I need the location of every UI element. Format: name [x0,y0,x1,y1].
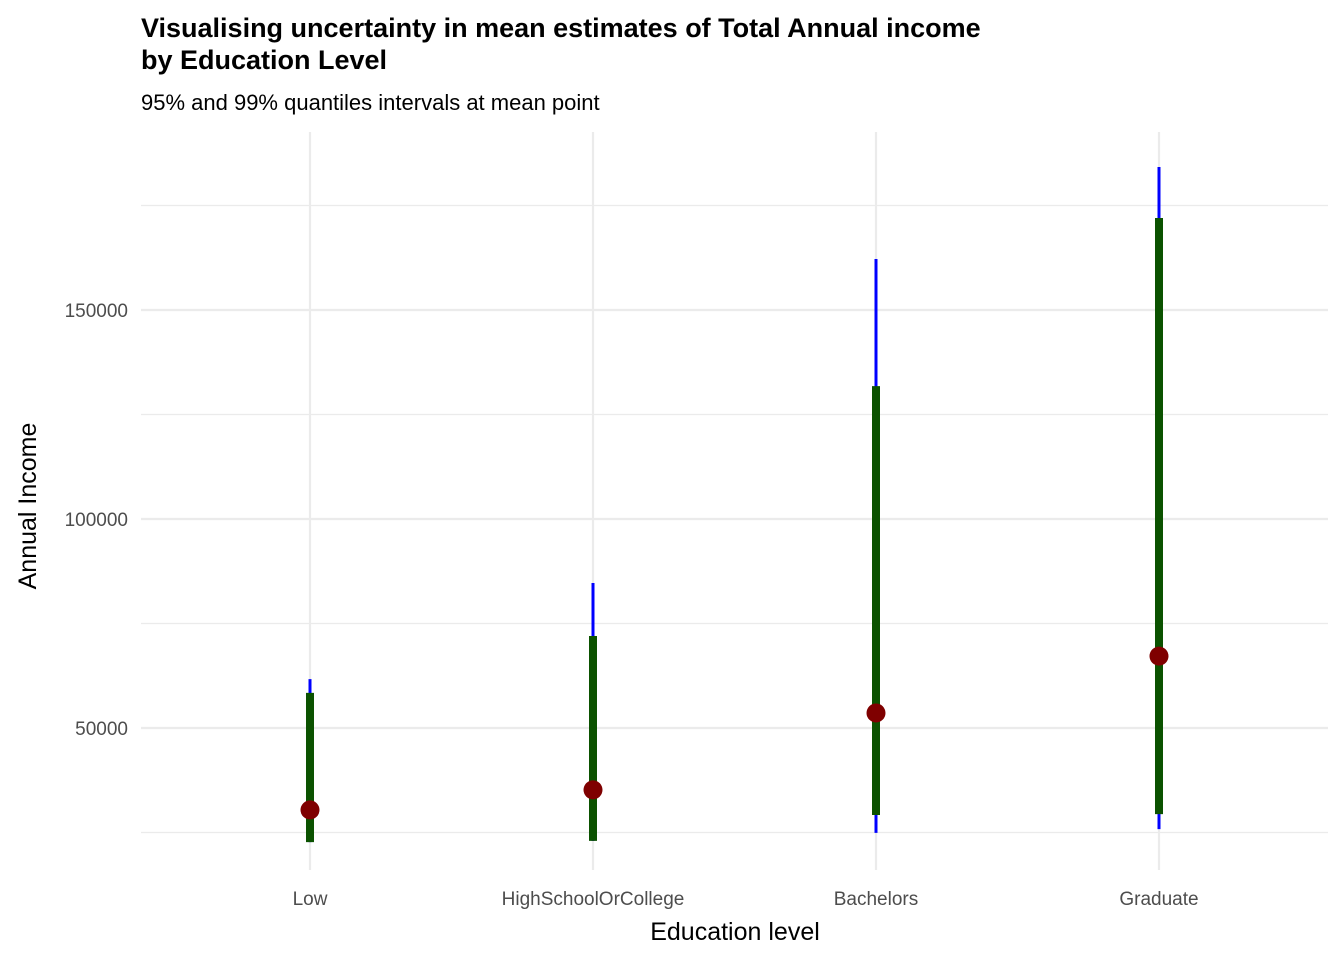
y-tick-label: 150000 [65,301,128,322]
mean-point-HighSchoolOrCollege [583,780,603,800]
x-tick-label: HighSchoolOrCollege [502,889,685,910]
y-axis-title: Annual Income [14,423,42,590]
x-axis-title: Education level [650,918,820,946]
title-line-1: Visualising uncertainty in mean estimate… [141,13,981,43]
y-tick-label: 50000 [75,719,128,740]
chart-subtitle: 95% and 99% quantiles intervals at mean … [141,90,600,115]
mean-point-Bachelors [866,703,886,723]
mean-point-Graduate [1149,646,1169,666]
y-tick-label: 100000 [65,510,128,531]
x-tick-label: Graduate [1119,889,1198,910]
title-line-2: by Education Level [141,45,388,75]
x-tick-label: Low [293,889,328,910]
mean-point-Low [300,800,320,820]
chart-title: Visualising uncertainty in mean estimate… [141,12,1291,76]
x-tick-label: Bachelors [834,889,919,910]
